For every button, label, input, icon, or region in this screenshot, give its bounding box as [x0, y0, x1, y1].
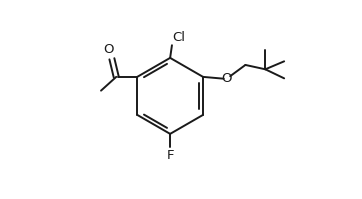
Text: Cl: Cl [173, 31, 186, 44]
Text: O: O [221, 72, 232, 85]
Text: O: O [104, 43, 114, 56]
Text: F: F [167, 149, 174, 162]
